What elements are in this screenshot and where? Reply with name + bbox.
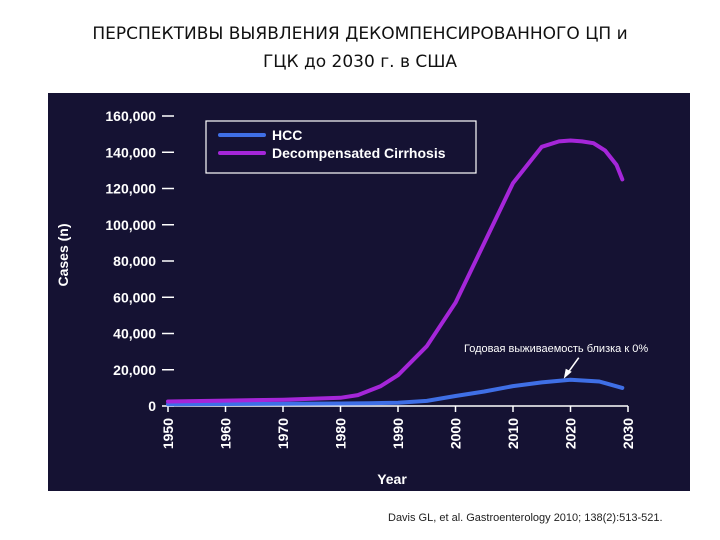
x-tick-label: 1960 (218, 418, 234, 449)
line-chart: 0 20,000 40,000 60,000 80,000 100,000 120,000 1… (55, 108, 648, 487)
y-axis: 0 20,000 40,000 60,000 80,000 100,000 120,000 1… (105, 108, 174, 414)
x-tick-label: 2030 (620, 418, 636, 449)
legend-label: HCC (272, 127, 302, 143)
slide-title-line-2: ГЦК до 2030 г. в США (262, 52, 458, 72)
chart-panel: 0 20,000 40,000 60,000 80,000 100,000 120,000 1… (48, 93, 690, 491)
slide-title: ПЕРСПЕКТИВЫ ВЫЯВЛЕНИЯ ДЕКОМПЕНСИРОВАННОГ… (20, 20, 700, 76)
legend-label: Decompensated Cirrhosis (272, 145, 446, 161)
y-tick-label: 140,000 (105, 144, 156, 160)
legend-box (205, 120, 477, 174)
x-tick-label: 2020 (563, 418, 579, 449)
x-axis-label: Year (377, 471, 407, 487)
x-tick-label: 2000 (448, 418, 464, 449)
x-tick-label: 1990 (390, 418, 406, 449)
y-tick-label: 120,000 (105, 181, 156, 197)
y-tick-label: 40,000 (113, 326, 156, 342)
legend: HCC Decompensated Cirrhosis (205, 120, 477, 174)
y-axis-label: Cases (n) (55, 223, 71, 286)
x-tick-label: 1950 (160, 418, 176, 449)
x-tick-label: 2010 (505, 418, 521, 449)
decompensated-cirrhosis-series-line (166, 138, 625, 404)
x-axis: 1950 1960 1970 1980 1990 2000 2010 2020 2030 (160, 405, 636, 449)
annotation-layer: Годовая выживаемость близка к 0% (464, 343, 648, 379)
annotation-arrowhead (563, 368, 572, 379)
y-tick-label: 80,000 (113, 253, 156, 269)
hcc-series-line (166, 377, 625, 407)
x-tick-label: 1970 (275, 418, 291, 449)
y-tick-label: 20,000 (113, 362, 156, 378)
slide-title-line-1: ПЕРСПЕКТИВЫ ВЫЯВЛЕНИЯ ДЕКОМПЕНСИРОВАННОГ… (92, 24, 628, 44)
y-tick-label: 100,000 (105, 217, 156, 233)
annotation-text: Годовая выживаемость близка к 0% (464, 343, 648, 355)
citation: Davis GL, et al. Gastroenterology 2010; … (388, 512, 663, 524)
y-tick-label: 0 (148, 398, 156, 414)
x-tick-label: 1980 (333, 418, 349, 449)
y-tick-label: 160,000 (105, 108, 156, 124)
y-tick-label: 60,000 (113, 289, 156, 305)
series-layer (166, 138, 625, 407)
